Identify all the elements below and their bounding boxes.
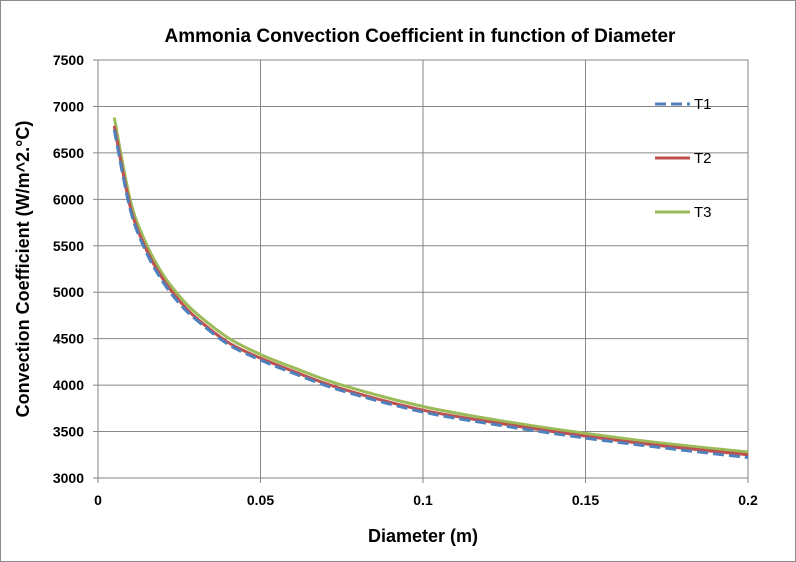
y-tick-label: 7000 bbox=[53, 98, 84, 114]
x-axis-ticks: 0 0.05 0.1 0.15 0.2 bbox=[94, 478, 758, 508]
legend-label-t1: T1 bbox=[694, 96, 712, 113]
series-line-t3 bbox=[112, 117, 749, 454]
series-line-t1 bbox=[112, 129, 749, 460]
x-axis-title: Diameter (m) bbox=[368, 526, 478, 546]
x-tick-label: 0.2 bbox=[738, 492, 758, 508]
legend: T1 T2 T3 bbox=[655, 96, 712, 221]
y-tick-label: 4500 bbox=[53, 331, 84, 347]
gridlines bbox=[97, 59, 749, 479]
y-tick-label: 6500 bbox=[53, 145, 84, 161]
y-axis-ticks: 3000 3500 4000 4500 5000 5500 6000 6500 7000 7500 bbox=[53, 52, 98, 486]
y-tick-label: 4000 bbox=[53, 377, 84, 393]
y-tick-label: 6000 bbox=[53, 191, 84, 207]
x-tick-label: 0.15 bbox=[572, 492, 599, 508]
x-tick-label: 0 bbox=[94, 492, 102, 508]
x-tick-label: 0.05 bbox=[247, 492, 274, 508]
legend-label-t3: T3 bbox=[694, 204, 712, 221]
y-axis-title: Convection Coefficient (W/m^2.°C) bbox=[13, 121, 33, 418]
y-tick-label: 5000 bbox=[53, 284, 84, 300]
x-tick-label: 0.1 bbox=[413, 492, 433, 508]
chart-title: Ammonia Convection Coefficient in functi… bbox=[165, 26, 677, 47]
y-tick-label: 5500 bbox=[53, 238, 84, 254]
y-tick-label: 7500 bbox=[53, 52, 84, 68]
series-lines bbox=[112, 117, 749, 460]
y-tick-label: 3000 bbox=[53, 470, 84, 486]
legend-label-t2: T2 bbox=[694, 150, 712, 167]
y-tick-label: 3500 bbox=[53, 424, 84, 440]
